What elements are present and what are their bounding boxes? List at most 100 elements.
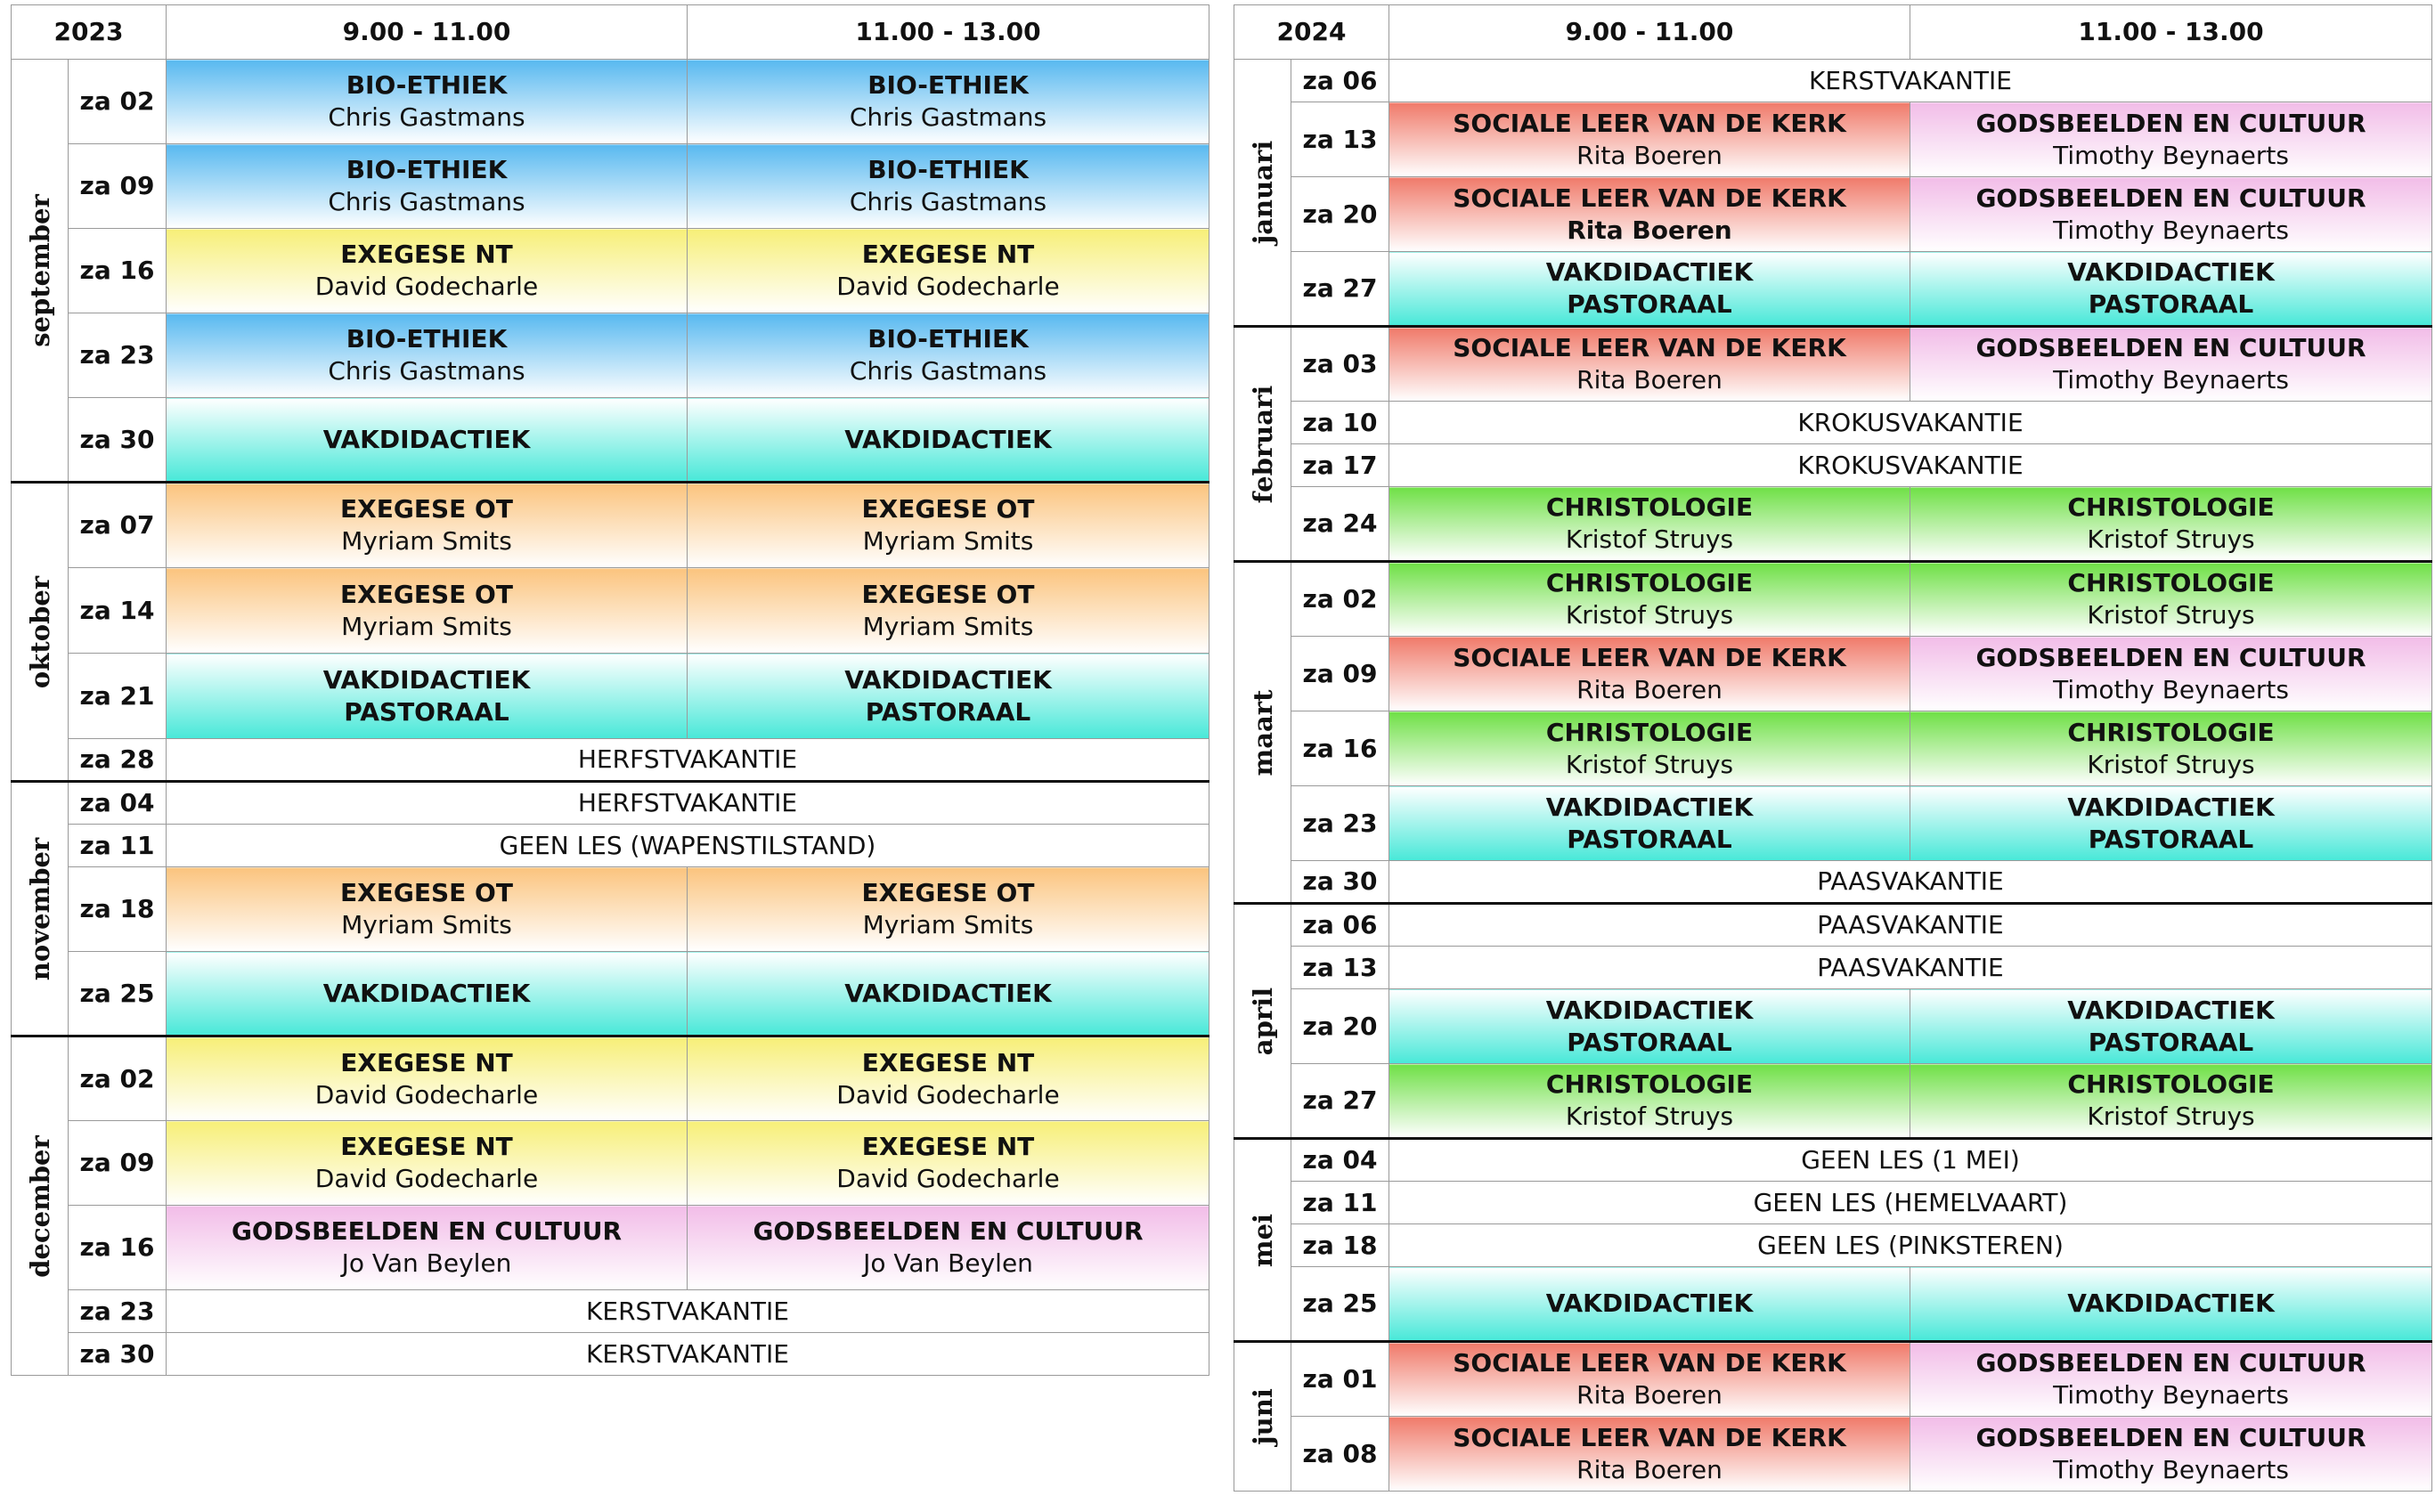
schedule-row: za 18 EXEGESE OT Myriam Smits EXEGESE OT Myr… <box>12 866 1209 952</box>
schedule-row: za 13 PAASVAKANTIE <box>1234 946 2432 989</box>
month-label: juni <box>1247 1388 1278 1445</box>
schedule-row: za 27 CHRISTOLOGIE Kristof Struys CHRISTOLO… <box>1234 1063 2432 1139</box>
schedule-row: za 30 PAASVAKANTIE <box>1234 860 2432 904</box>
month-label: december <box>24 1134 55 1278</box>
date-cell: za 09 <box>1291 636 1389 711</box>
course-cell: EXEGESE OT Myriam Smits <box>687 866 1209 952</box>
schedule-row: za 30 VAKDIDACTIEK VAKDIDACTIEK <box>12 397 1209 483</box>
course-name: CHRISTOLOGIE <box>2067 717 2275 747</box>
slot-header-morning: 9.00 - 11.00 <box>166 4 688 60</box>
schedule-row: za 16 CHRISTOLOGIE Kristof Struys CHRISTOLO… <box>1234 711 2432 786</box>
course-name: BIO-ETHIEK <box>867 324 1029 354</box>
month-label: maart <box>1247 689 1278 776</box>
teacher-name: Timothy Beynaerts <box>2053 1454 2289 1484</box>
year-header: 2024 <box>1234 4 1389 60</box>
course-name: CHRISTOLOGIE <box>1545 717 1754 747</box>
holiday-cell: GEEN LES (PINKSTEREN) <box>1389 1223 2432 1267</box>
course-cell: EXEGESE NT David Godecharle <box>166 228 688 313</box>
teacher-name: David Godecharle <box>836 1079 1060 1110</box>
course-name: EXEGESE NT <box>861 1132 1035 1161</box>
schedule-row: za 23 BIO-ETHIEK Chris Gastmans BIO-ETHIEK C… <box>12 313 1209 398</box>
schedule-row: za 28 HERFSTVAKANTIE <box>12 738 1209 782</box>
schedule-table-2024: 2024 9.00 - 11.00 11.00 - 13.00 januari z… <box>1234 4 2432 1492</box>
teacher-name: Myriam Smits <box>341 526 512 556</box>
course-name: SOCIALE LEER VAN DE KERK <box>1453 183 1846 213</box>
course-name: EXEGESE OT <box>340 494 513 524</box>
teacher-name: Timothy Beynaerts <box>2053 365 2289 394</box>
date-cell: za 20 <box>1291 988 1389 1064</box>
course-name: EXEGESE OT <box>340 579 513 609</box>
holiday-cell: KERSTVAKANTIE <box>166 1332 1209 1376</box>
schedule-row: za 09 BIO-ETHIEK Chris Gastmans BIO-ETHIEK C… <box>12 143 1209 229</box>
course-cell: EXEGESE OT Myriam Smits <box>166 567 688 654</box>
course-cell: VAKDIDACTIEK <box>166 951 688 1036</box>
teacher-name: Jo Van Beylen <box>341 1248 512 1278</box>
course-cell: EXEGESE NT David Godecharle <box>166 1120 688 1206</box>
teacher-name: Kristof Struys <box>2087 749 2255 779</box>
date-cell: za 08 <box>1291 1416 1389 1492</box>
course-name: VAKDIDACTIEK <box>2067 257 2275 287</box>
date-cell: za 18 <box>1291 1223 1389 1267</box>
schedule-row: februari za 03 SOCIALE LEER VAN DE KERK Rit… <box>1234 325 2432 562</box>
schedule-row: za 09 EXEGESE NT David Godecharle EXEGESE N… <box>12 1120 1209 1206</box>
course-name: CHRISTOLOGIE <box>1545 1069 1754 1099</box>
date-cell: za 16 <box>68 228 167 313</box>
course-name: EXEGESE OT <box>861 878 1035 907</box>
course-cell: VAKDIDACTIEK PASTORAAL <box>1389 988 1910 1064</box>
header-row: 2024 9.00 - 11.00 11.00 - 13.00 <box>1234 4 2432 60</box>
date-cell: za 04 <box>68 780 167 825</box>
schedule-row: za 24 CHRISTOLOGIE Kristof Struys CHRISTOLO… <box>1234 486 2432 562</box>
course-cell: GODSBEELDEN EN CULTUUR Timothy Beynaerts <box>1910 1340 2432 1417</box>
course-name: BIO-ETHIEK <box>346 324 508 354</box>
course-name: VAKDIDACTIEK <box>1545 995 1754 1025</box>
teacher-name: Timothy Beynaerts <box>2053 1380 2289 1410</box>
schedule-row: za 13 SOCIALE LEER VAN DE KERK Rita Boeren… <box>1234 102 2432 177</box>
holiday-cell: GEEN LES (HEMELVAART) <box>1389 1181 2432 1224</box>
holiday-cell: KERSTVAKANTIE <box>1389 59 2432 102</box>
course-name: GODSBEELDEN EN CULTUUR <box>1975 1348 2366 1378</box>
month-cell: mei <box>1234 1137 1291 1342</box>
course-name: VAKDIDACTIEK <box>322 424 531 454</box>
course-cell: GODSBEELDEN EN CULTUUR Jo Van Beylen <box>687 1205 1209 1290</box>
course-name: EXEGESE NT <box>340 1047 513 1077</box>
schedule-row: za 18 GEEN LES (PINKSTEREN) <box>1234 1223 2432 1267</box>
course-cell: VAKDIDACTIEK PASTORAAL <box>1389 251 1910 327</box>
month-label: januari <box>1247 140 1278 245</box>
year-header: 2023 <box>11 4 167 60</box>
date-cell: za 30 <box>68 397 167 483</box>
teacher-name: Kristof Struys <box>1565 1101 1734 1131</box>
schedule-row: za 08 SOCIALE LEER VAN DE KERK Rita Boeren… <box>1234 1416 2432 1492</box>
teacher-name: PASTORAAL <box>865 696 1031 727</box>
month-label: oktober <box>24 575 55 688</box>
schedule-row: za 10 KROKUSVAKANTIE <box>1234 401 2432 444</box>
course-cell: EXEGESE OT Myriam Smits <box>687 481 1209 568</box>
course-name: CHRISTOLOGIE <box>1545 492 1754 522</box>
teacher-name: Kristof Struys <box>2087 1101 2255 1131</box>
course-cell: SOCIALE LEER VAN DE KERK Rita Boeren <box>1389 325 1910 402</box>
course-cell: CHRISTOLOGIE Kristof Struys <box>1389 486 1910 562</box>
course-name: VAKDIDACTIEK <box>2067 1288 2275 1318</box>
month-cell: januari <box>1234 59 1291 327</box>
schedule-row: za 25 VAKDIDACTIEK VAKDIDACTIEK <box>1234 1266 2432 1342</box>
schedule-row: december za 02 EXEGESE NT David Godecharle E… <box>11 1035 1209 1376</box>
course-cell: VAKDIDACTIEK <box>166 397 688 483</box>
course-cell: GODSBEELDEN EN CULTUUR Timothy Beynaerts <box>1910 176 2432 252</box>
course-name: GODSBEELDEN EN CULTUUR <box>1975 1422 2366 1452</box>
date-cell: za 09 <box>68 1120 167 1206</box>
teacher-name: Myriam Smits <box>862 611 1034 641</box>
date-cell: za 04 <box>1291 1137 1389 1182</box>
month-cell: maart <box>1234 560 1291 904</box>
course-name: CHRISTOLOGIE <box>2067 492 2275 522</box>
teacher-name: Kristof Struys <box>1565 600 1734 630</box>
course-cell: BIO-ETHIEK Chris Gastmans <box>166 59 688 144</box>
course-name: BIO-ETHIEK <box>346 155 508 184</box>
course-cell: BIO-ETHIEK Chris Gastmans <box>166 313 688 398</box>
course-name: GODSBEELDEN EN CULTUUR <box>1975 333 2366 362</box>
course-name: CHRISTOLOGIE <box>2067 1069 2275 1099</box>
schedule-row: za 30 KERSTVAKANTIE <box>12 1332 1209 1376</box>
course-name: VAKDIDACTIEK <box>322 978 531 1008</box>
course-name: GODSBEELDEN EN CULTUUR <box>753 1216 1144 1246</box>
holiday-cell: KROKUSVAKANTIE <box>1389 401 2432 444</box>
course-name: CHRISTOLOGIE <box>1545 568 1754 597</box>
date-cell: za 02 <box>68 59 167 144</box>
